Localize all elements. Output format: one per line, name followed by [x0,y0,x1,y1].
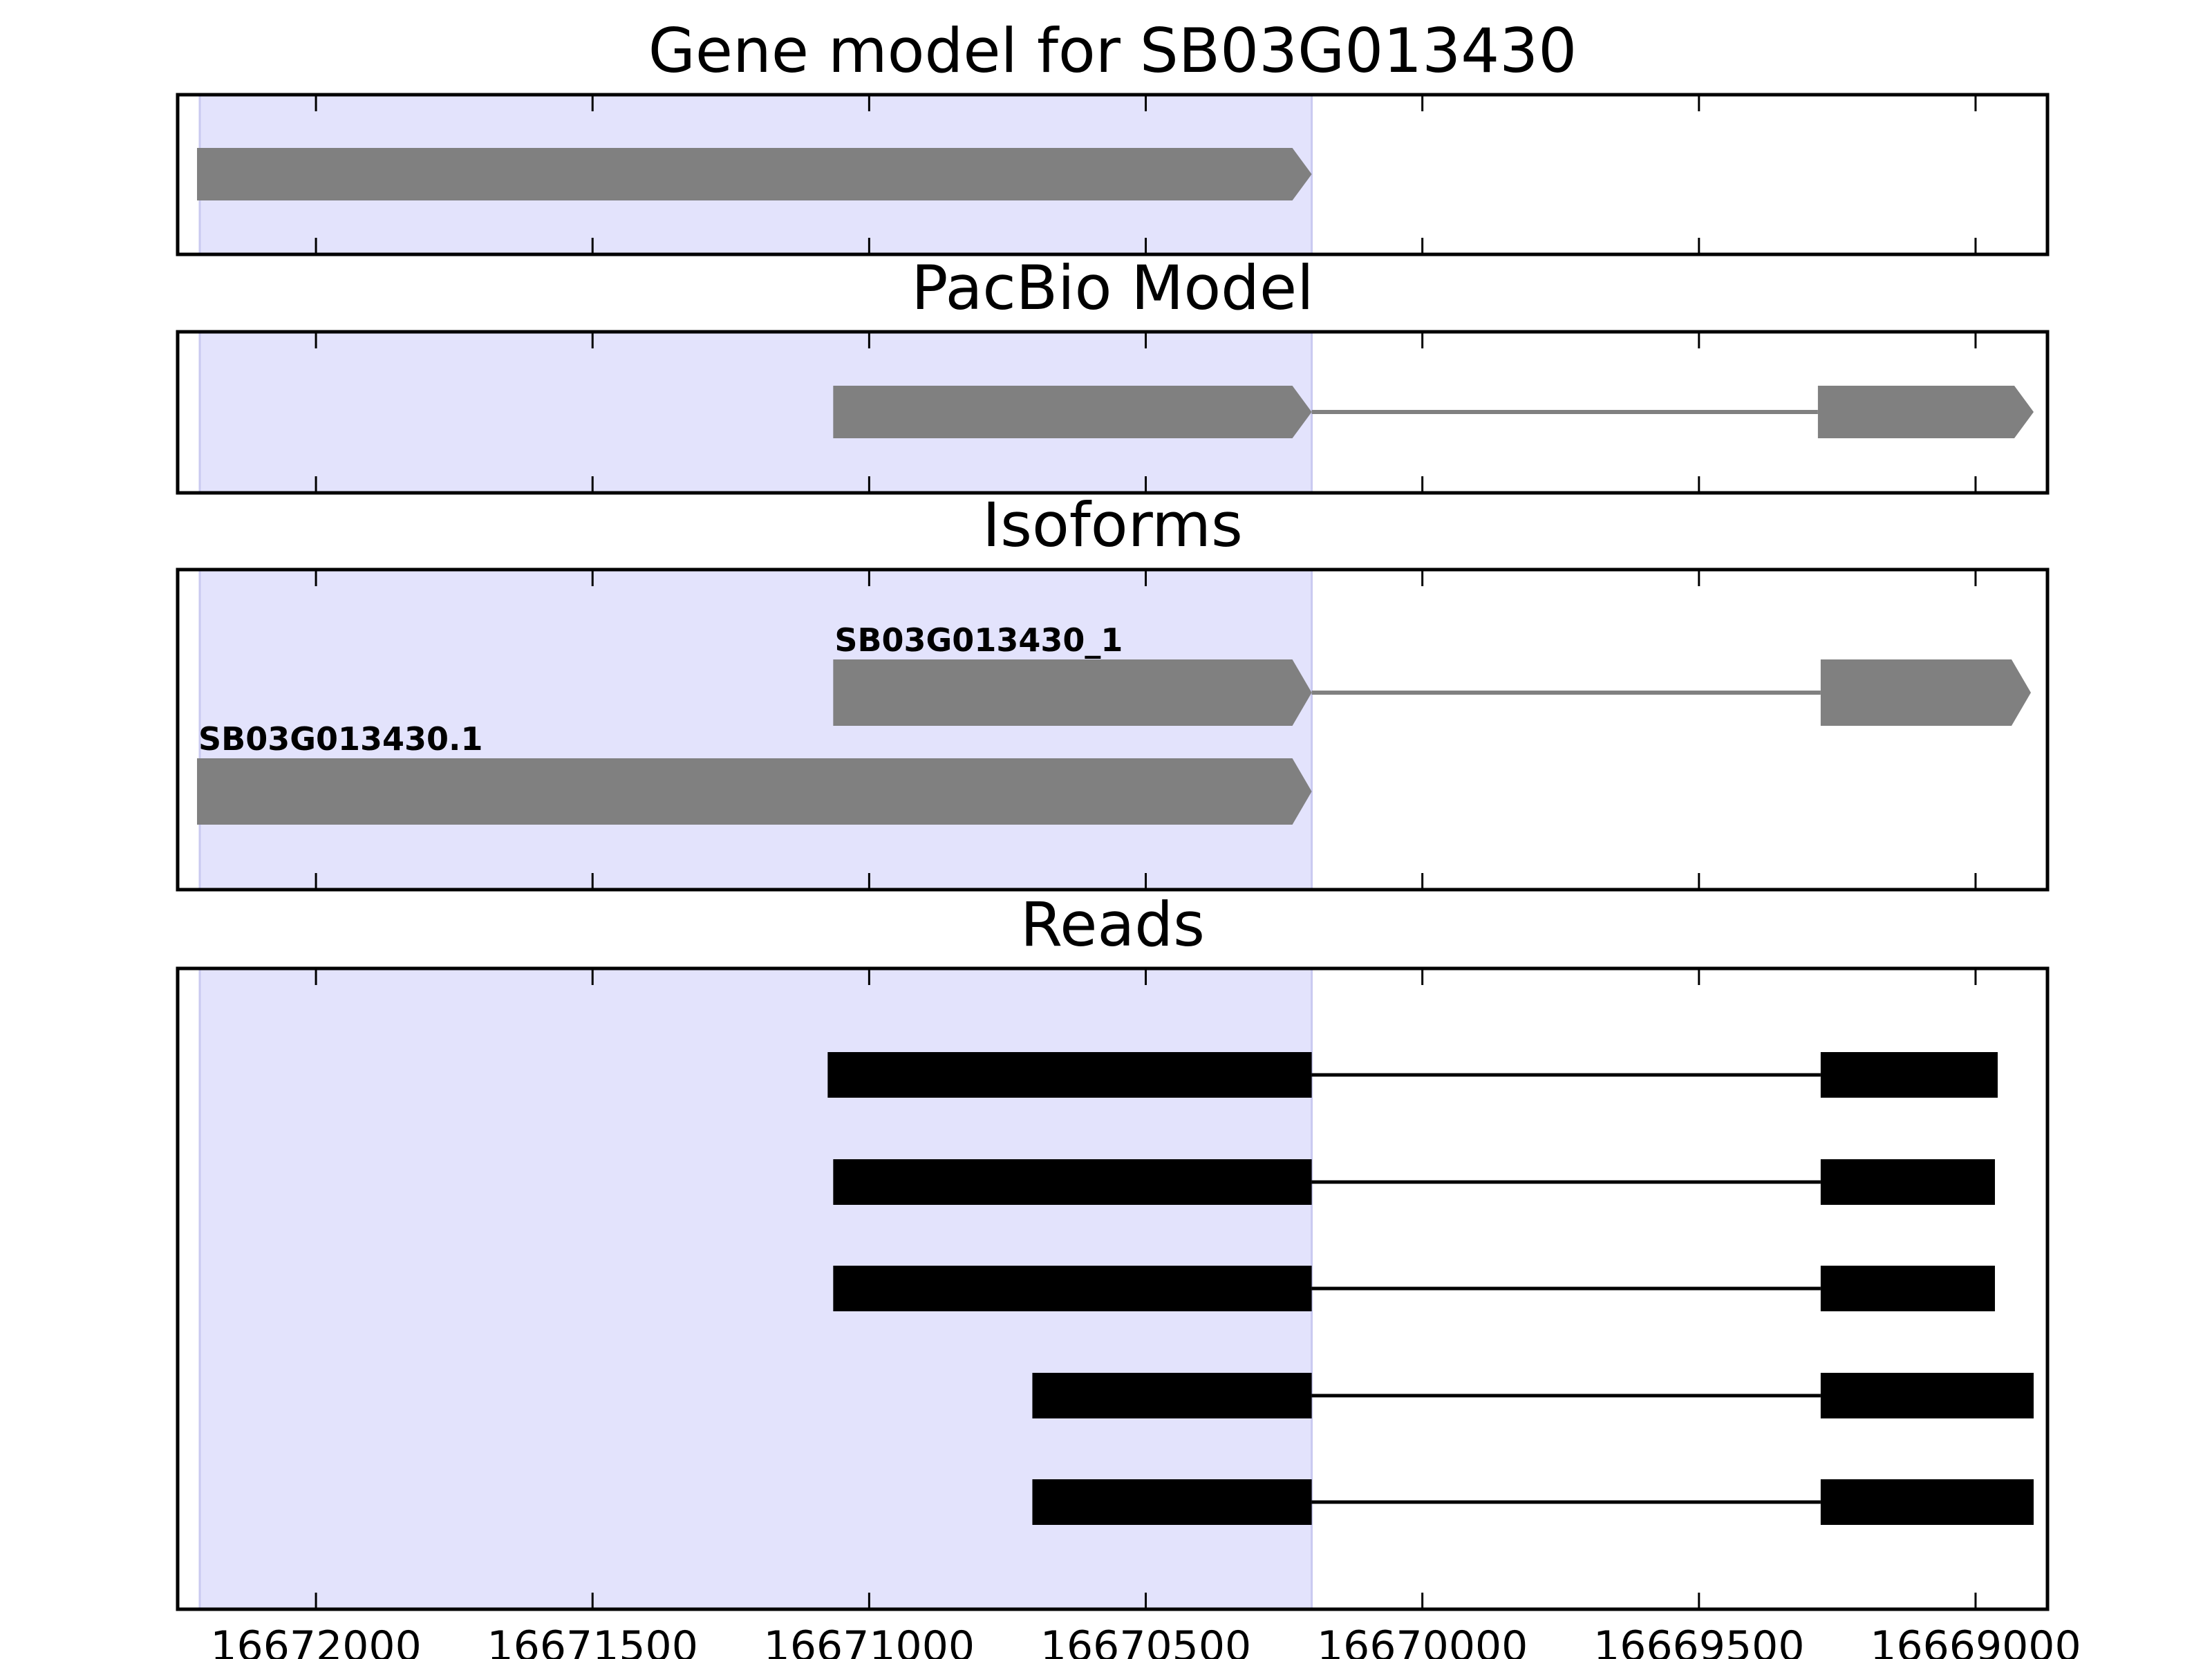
exon-block [1820,659,2031,726]
panel-2: Isoforms SB03G013430_1 SB03G013430.1 [176,489,2050,892]
highlight-region [198,568,1313,891]
panel-1: PacBio Model [176,252,2050,495]
panel-frame [176,568,2050,892]
x-tick-label: 16670500 [1040,1622,1251,1659]
panel-frame [176,966,2050,1611]
exon-block [197,148,1312,200]
x-tick-label: 16669000 [1870,1622,2081,1659]
panel-0: Gene model for SB03G013430 [176,15,2050,256]
panel-frame [176,93,2050,256]
panel-title: Gene model for SB03G013430 [648,15,1577,86]
panel-frame [176,330,2050,495]
feature-track [197,148,1312,200]
read-track [833,1159,1995,1205]
x-tick-label: 16672000 [210,1622,421,1659]
exon-block [1032,1373,1312,1418]
read-track [833,1266,1995,1311]
exon-block [833,386,1312,438]
feature-track: SB03G013430_1 [833,621,2031,726]
exon-block [827,1052,1312,1098]
panel-title: PacBio Model [911,252,1313,324]
exon-block [833,1266,1312,1311]
x-tick-label: 16671000 [764,1622,975,1659]
x-tick-label: 16671500 [487,1622,698,1659]
exon-block [833,659,1312,726]
exon-block [833,1159,1312,1205]
read-track [1032,1373,2034,1418]
exon-block [1820,1159,1995,1205]
feature-label: SB03G013430_1 [834,621,1123,659]
x-tick-label: 16670000 [1317,1622,1528,1659]
plot-root: Gene model for SB03G013430 PacBio Model Is… [176,15,2081,1659]
exon-block [197,758,1312,825]
exon-block [1817,386,2034,438]
exon-block [1032,1479,1312,1525]
exon-block [1820,1373,2034,1418]
feature-track: SB03G013430.1 [197,720,1312,825]
feature-label: SB03G013430.1 [198,720,482,758]
panel-3: Reads [176,889,2050,1611]
panel-title: Reads [1020,889,1205,960]
exon-block [1820,1052,1998,1098]
x-tick-label: 16669500 [1593,1622,1804,1659]
exon-block [1820,1266,1995,1311]
feature-track [833,386,2034,438]
panel-title: Isoforms [982,489,1243,561]
read-track [827,1052,1998,1098]
exon-block [1820,1479,2034,1525]
read-track [1032,1479,2034,1525]
